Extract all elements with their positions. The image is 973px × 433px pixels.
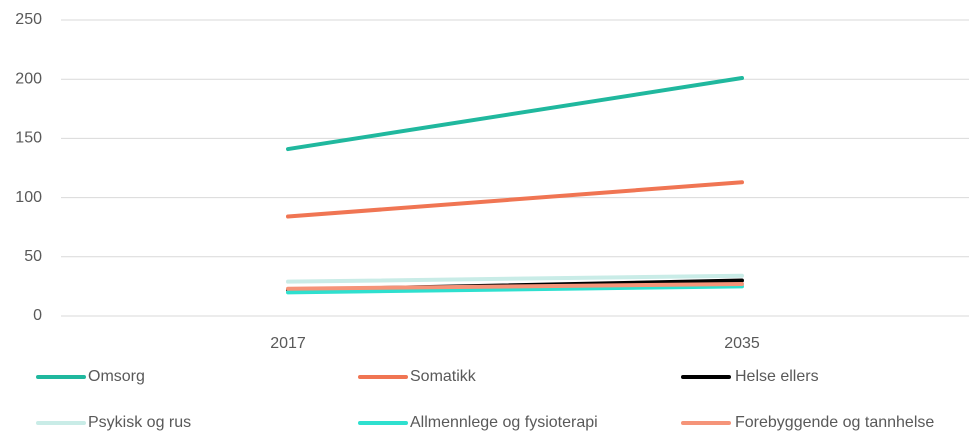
legend-label: Forebyggende og tannhelse [735,414,934,431]
y-tick-label: 150 [15,130,42,147]
y-tick-label: 100 [15,189,42,206]
legend-label: Psykisk og rus [88,414,191,431]
legend-label: Allmennlege og fysioterapi [410,414,598,431]
x-tick-label: 2017 [270,335,306,352]
series-line [286,284,744,295]
legend-label: Helse ellers [735,368,819,385]
series-line [286,282,744,291]
y-tick-label: 0 [33,307,42,324]
x-tick-label: 2035 [724,335,760,352]
series-line [286,76,744,152]
legend-label: Somatikk [410,368,477,385]
y-tick-label: 50 [24,248,42,265]
y-tick-label: 250 [15,11,42,28]
series-line [286,180,744,219]
series-line [286,273,744,284]
y-tick-label: 200 [15,70,42,87]
legend-label: Omsorg [88,368,145,385]
